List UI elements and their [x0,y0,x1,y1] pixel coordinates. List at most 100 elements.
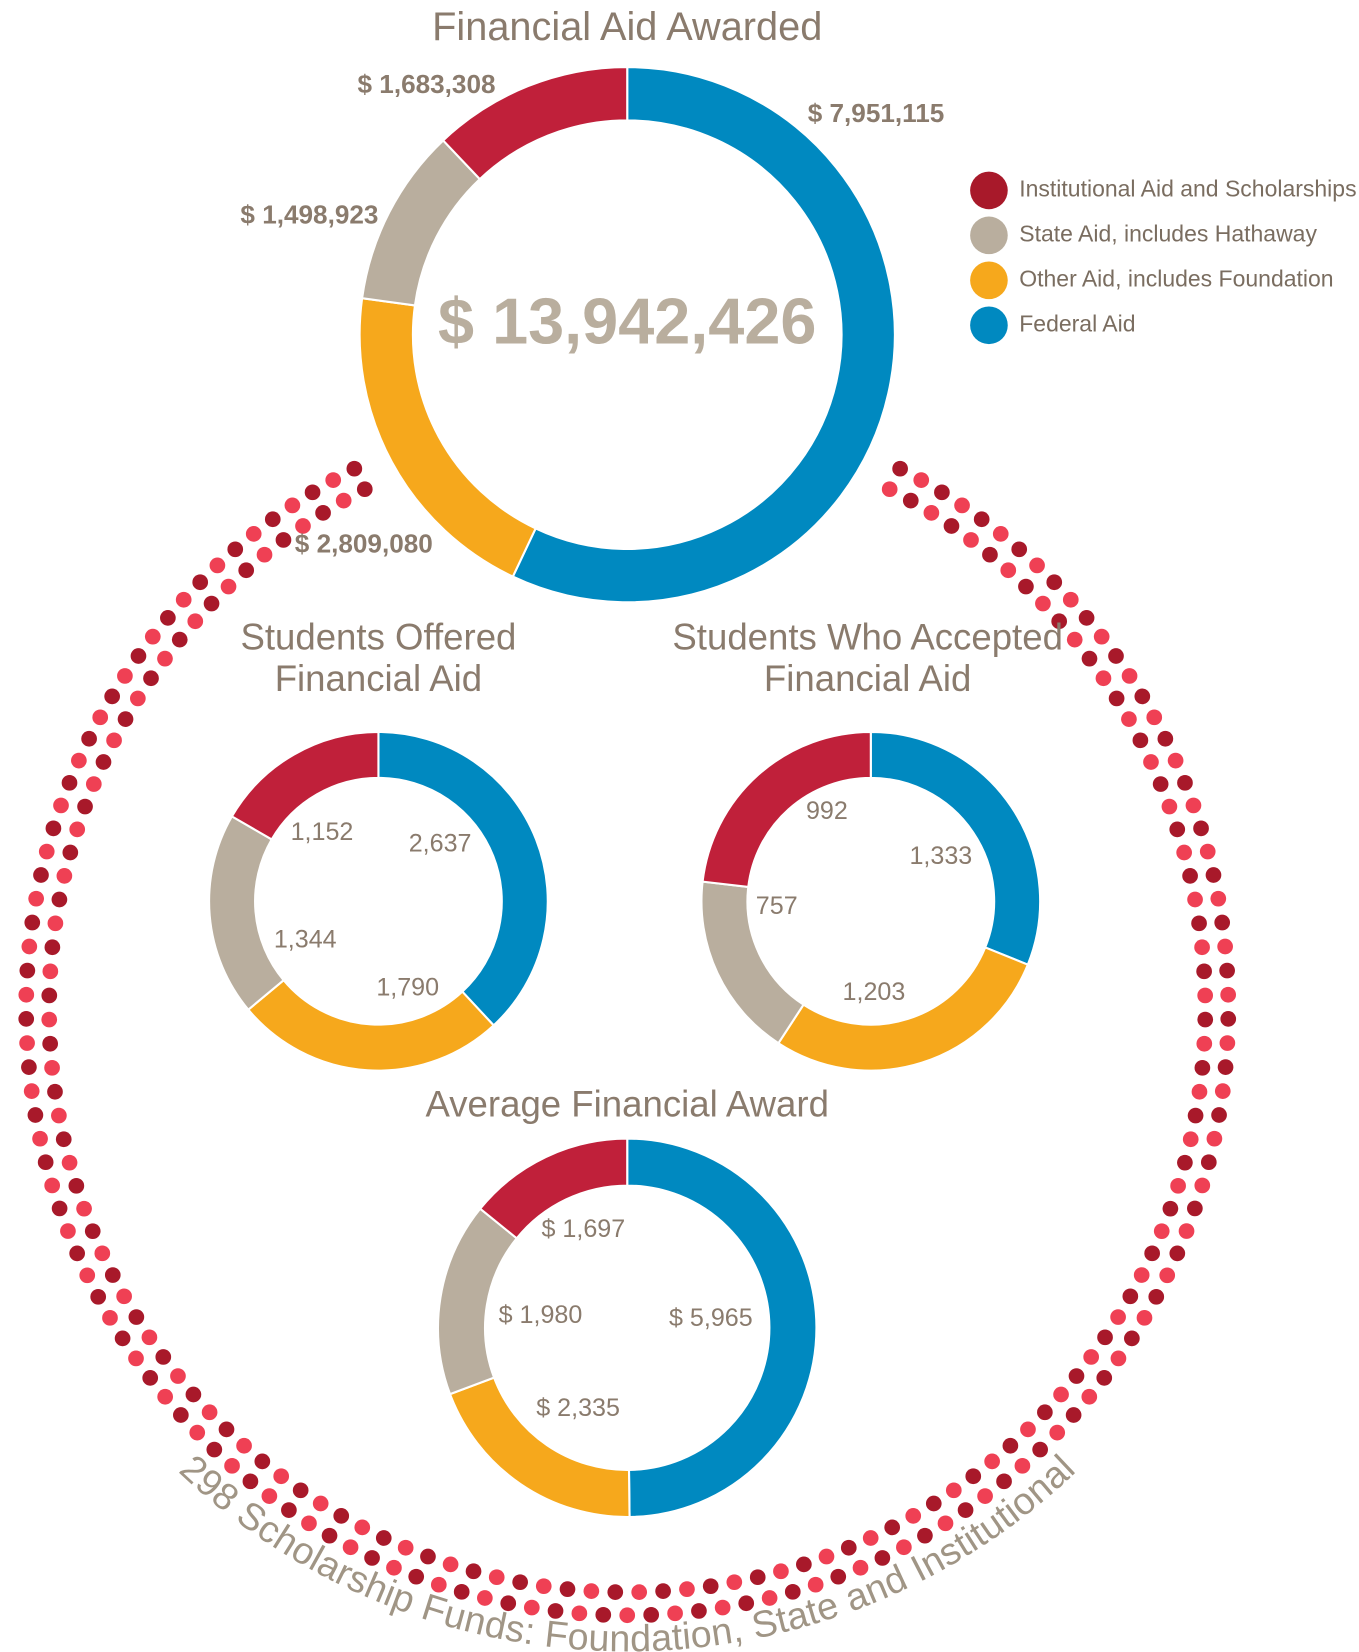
decor-dot [619,1607,636,1624]
decor-dot [51,891,68,908]
decor-dot [1108,648,1124,664]
value-label: 1,333 [909,842,972,870]
value-label: 1,790 [376,974,439,1002]
decor-dot [923,505,940,521]
decor-dot [21,1059,37,1075]
decor-dot [1108,690,1125,707]
decor-dot [203,595,220,612]
decor-dot [1200,1154,1217,1171]
decor-dot [945,1482,962,1499]
decor-dot [442,1556,459,1573]
decor-dot [281,1502,297,1518]
decor-dot [1143,754,1159,770]
decor-dot [333,1508,350,1524]
decor-dot [749,1569,766,1586]
decor-dot [128,1350,144,1367]
decor-dot [1170,1177,1186,1194]
decor-dot [1178,1223,1195,1239]
decor-dot [1093,628,1110,645]
decor-dot [95,754,112,770]
decor-dot [142,1370,159,1386]
decor-dot [56,868,73,884]
decor-dot [1049,1424,1066,1441]
decor-dot [106,732,122,749]
decor-dot [691,1603,707,1619]
decor-dot [1196,1035,1213,1052]
decor-dot [218,1421,235,1438]
decor-dot [1157,730,1174,747]
decor-dot [1097,1329,1113,1346]
value-label: 992 [806,797,848,825]
donut-segment [511,66,896,604]
decor-dot [1002,1437,1019,1454]
decor-dot [284,497,301,514]
decor-dot [51,1107,67,1124]
decor-dot [335,492,352,509]
legend-label: Other Aid, includes Foundation [1019,265,1333,291]
decor-dot [92,709,109,726]
donut-segment [626,1137,818,1519]
decor-dot [47,1083,63,1100]
decor-dot [1169,1245,1186,1262]
decor-dot [1187,891,1203,908]
title-box: Average Financial Award [426,1084,829,1125]
decor-dot [957,1502,974,1518]
decor-dot [1029,557,1045,574]
decor-dot [1083,1349,1100,1365]
decor-dot [128,1309,145,1325]
decor-dot [1095,670,1112,687]
decor-dot [773,1563,789,1580]
title-box: Students Who Accepted Financial Aid [672,617,1063,700]
decor-dot [21,938,38,955]
decor-dot [1144,1245,1160,1262]
decor-dot [201,1404,218,1421]
decor-dot [477,1590,493,1606]
decor-dot [155,1349,172,1365]
decor-dot [27,1107,44,1123]
decor-dot [1053,1386,1069,1403]
title-box: Students Offered Financial Aid [240,617,516,700]
decor-dot [1214,914,1231,931]
decor-dot [1176,844,1192,861]
value-label: 1,344 [274,926,337,954]
decor-dot [1162,1200,1179,1217]
decor-dot [33,867,49,883]
decor-dot [84,1223,101,1240]
donut-segment [230,730,380,841]
decor-dot [523,1599,540,1616]
decor-dot [42,1035,59,1052]
decor-dot [375,1530,392,1546]
decor-dot [275,532,292,548]
decor-dot [104,688,120,705]
decor-dot [1187,1107,1204,1124]
decor-dot [44,939,61,956]
decor-dot [607,1584,624,1600]
decor-dot [42,963,59,980]
decor-dot [655,1583,671,1599]
decor-dot [1020,1421,1036,1438]
donut-segment [246,978,496,1072]
legend-label: Institutional Aid and Scholarships [1019,175,1356,201]
legend-swatch [970,306,1008,345]
decor-dot [1191,1083,1208,1100]
decor-dot [342,1539,359,1556]
decor-dot [830,1568,847,1585]
decor-dot [141,1329,158,1346]
legend-label: Federal Aid [1019,310,1135,336]
decor-dot [1194,1059,1211,1076]
decor-dot [761,1590,778,1606]
decor-dot [840,1539,857,1556]
donut-segment [208,814,286,1012]
decor-dot [896,1539,912,1556]
decor-dot [325,472,342,488]
decor-dot [41,1011,58,1028]
decor-dot [1136,1309,1153,1326]
decor-dot [160,610,176,626]
decor-dot [1110,1309,1126,1325]
donut-segment [441,66,629,181]
decor-dot [1191,915,1207,932]
decor-dot [631,1584,648,1600]
decor-dot [1146,709,1163,726]
value-label: $ 1,498,923 [240,199,378,229]
decor-dot [117,711,134,727]
